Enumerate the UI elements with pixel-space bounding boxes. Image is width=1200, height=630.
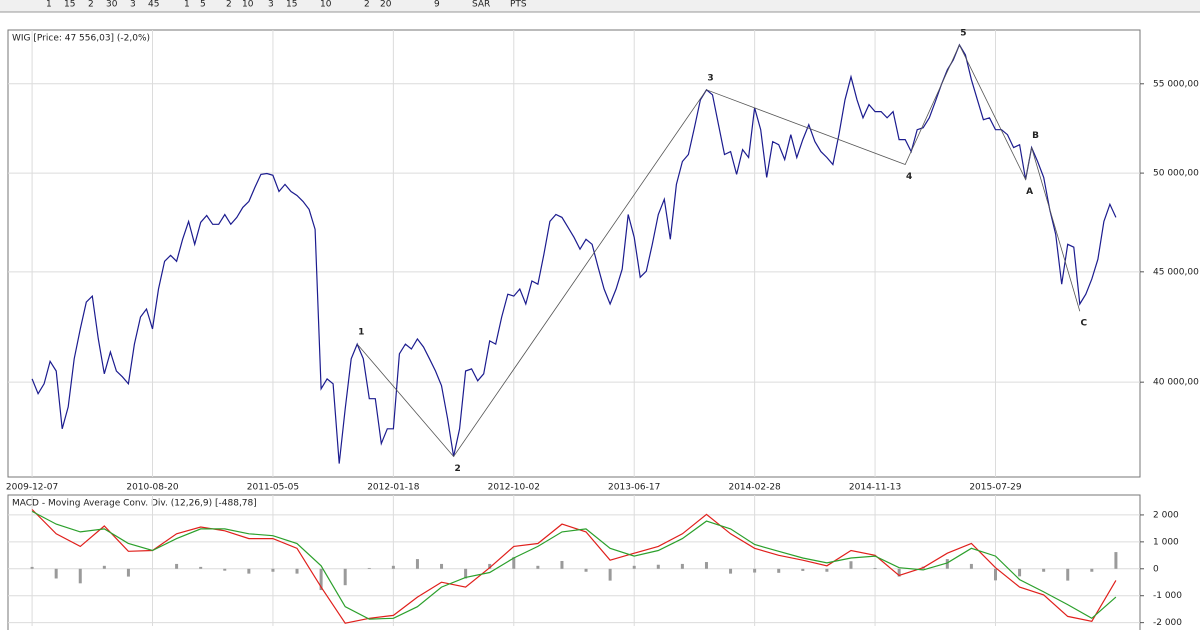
histogram-bar: [560, 560, 564, 569]
histogram-bar: [849, 561, 853, 569]
histogram-bar: [319, 568, 323, 591]
x-tick-label: 2013-06-17: [608, 483, 660, 493]
histogram-bar: [415, 559, 419, 569]
histogram-bar: [1042, 568, 1046, 572]
histogram-bar: [729, 568, 733, 574]
wave-label: 5: [960, 28, 966, 38]
wave-label: 4: [906, 172, 912, 182]
y-tick-label: 0: [1153, 564, 1159, 574]
x-tick-label: 2015-07-29: [969, 483, 1022, 493]
histogram-bar: [1090, 568, 1094, 572]
histogram-bar: [54, 568, 58, 579]
histogram-bar: [464, 568, 468, 579]
histogram-bar: [440, 563, 444, 569]
series-line: [31, 509, 1117, 624]
histogram-bar: [897, 568, 901, 577]
wave-line: [356, 43, 1081, 458]
x-tick-label: 2012-10-02: [488, 483, 540, 493]
histogram-bar: [223, 568, 227, 571]
histogram-bar: [247, 568, 251, 574]
histogram-bar: [175, 563, 179, 569]
toolbar-label: 45: [148, 0, 159, 10]
series-line: [31, 510, 1117, 620]
toolbar-label: PTS: [510, 0, 527, 10]
histogram-bar: [1114, 552, 1118, 569]
toolbar-label: 2: [88, 0, 94, 10]
price-title: WIG [Price: 47 556,03] (-2,0%): [12, 34, 150, 44]
histogram-bar: [945, 559, 949, 569]
series-line: [31, 43, 1117, 464]
x-tick-label: 2011-05-05: [247, 483, 299, 493]
toolbar-label: 1: [46, 0, 52, 10]
x-tick-label: 2014-11-13: [849, 483, 901, 493]
histogram-bar: [825, 568, 829, 572]
histogram-bar: [584, 568, 588, 572]
wave-label: A: [1026, 187, 1033, 197]
toolbar-label: 20: [380, 0, 392, 10]
histogram-bar: [391, 565, 395, 569]
histogram-bar: [367, 567, 371, 569]
y-tick-label: 1 000: [1153, 537, 1179, 547]
toolbar-label: 2: [226, 0, 232, 10]
histogram-bar: [126, 568, 130, 577]
price-panel: [7, 29, 1141, 478]
y-tick-label: 50 000,00: [1153, 169, 1199, 179]
histogram-bar: [1066, 568, 1070, 581]
toolbar-label: 15: [64, 0, 75, 10]
wave-label: C: [1080, 319, 1087, 329]
y-tick-label: 2 000: [1153, 510, 1179, 520]
histogram-bar: [30, 566, 34, 569]
macd-title: MACD - Moving Average Conv. Div. (12,26,…: [12, 499, 257, 509]
toolbar: [0, 0, 1200, 12]
toolbar-label: SAR: [472, 0, 490, 10]
toolbar-label: 2: [364, 0, 370, 10]
x-tick-label: 2014-02-28: [728, 483, 781, 493]
y-tick-label: 55 000,00: [1153, 79, 1199, 89]
y-tick-label: 40 000,00: [1153, 378, 1199, 388]
histogram-bar: [873, 567, 877, 569]
toolbar-label: 1: [184, 0, 190, 10]
x-tick-label: 2010-08-20: [126, 483, 179, 493]
histogram-bar: [608, 568, 612, 581]
histogram-bar: [801, 568, 805, 571]
histogram-bar: [680, 563, 684, 569]
histogram-bar: [78, 568, 82, 584]
wave-label: 2: [454, 464, 460, 474]
toolbar-label: 9: [434, 0, 440, 10]
y-tick-label: 45 000,00: [1153, 267, 1199, 277]
y-tick-label: -1 000: [1153, 591, 1182, 601]
histogram-bar: [969, 563, 973, 569]
x-tick-label: 2009-12-07: [6, 483, 58, 493]
histogram-bar: [102, 565, 106, 569]
histogram-bar: [199, 566, 203, 569]
toolbar-label: 15: [286, 0, 297, 10]
histogram-bar: [271, 568, 275, 572]
histogram-bar: [753, 568, 757, 573]
histogram-bar: [343, 568, 347, 586]
histogram-bar: [1018, 568, 1022, 577]
histogram-bar: [512, 557, 516, 569]
histogram-bar: [536, 565, 540, 569]
histogram-bar: [488, 563, 492, 569]
toolbar-label: 10: [242, 0, 254, 10]
wave-label: 1: [358, 328, 364, 338]
histogram-bar: [777, 568, 781, 573]
toolbar-label: 3: [130, 0, 136, 10]
wave-label: B: [1032, 131, 1039, 141]
toolbar-label: 30: [106, 0, 118, 10]
toolbar-label: 10: [320, 0, 332, 10]
toolbar-label: 5: [200, 0, 206, 10]
histogram-bar: [656, 564, 660, 569]
histogram-bar: [993, 568, 997, 581]
x-tick-label: 2012-01-18: [367, 483, 420, 493]
y-tick-label: -2 000: [1153, 618, 1182, 628]
histogram-bar: [632, 565, 636, 569]
histogram-bar: [704, 562, 708, 569]
macd-panel: [7, 494, 1141, 630]
toolbar-label: 3: [268, 0, 274, 10]
wave-label: 3: [707, 73, 713, 83]
histogram-bar: [295, 568, 299, 574]
